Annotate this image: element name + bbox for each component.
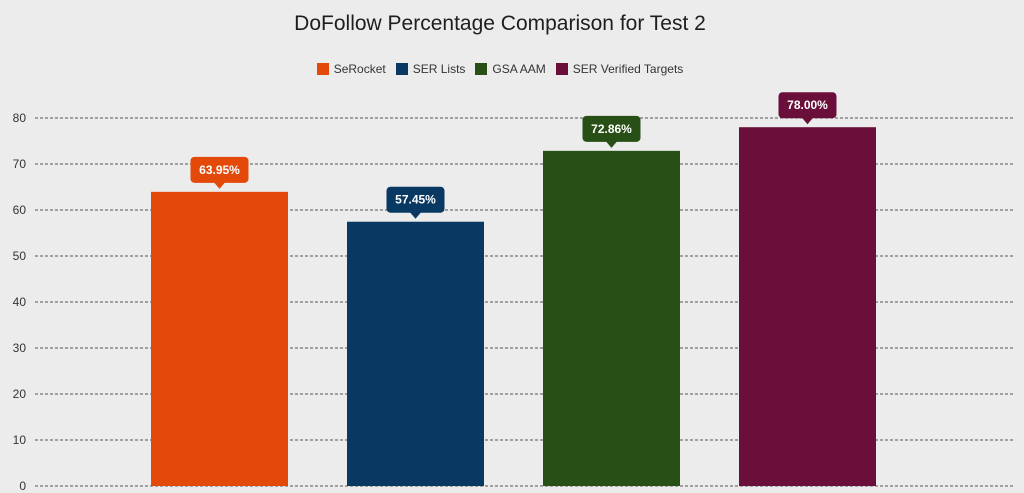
legend-swatch (475, 63, 488, 75)
y-tick-label: 30 (13, 341, 27, 355)
y-tick-label: 70 (13, 157, 27, 171)
y-tick-label: 50 (13, 249, 27, 263)
y-tick-label: 80 (13, 111, 27, 125)
legend-label: SER Verified Targets (572, 62, 684, 76)
data-label-bubble (386, 186, 445, 213)
y-tick-label: 20 (13, 387, 27, 401)
y-tick-label: 60 (13, 203, 27, 217)
data-label-pointer (605, 140, 618, 148)
legend-label: SER Lists (412, 62, 466, 76)
data-label: 72.86% (591, 122, 632, 136)
legend-item-gsa-aam[interactable]: GSA AAM (475, 62, 546, 76)
legend-item-serocket[interactable]: SeRocket (316, 62, 386, 76)
data-label-pointer (409, 211, 422, 219)
data-label-bubble (582, 115, 641, 142)
legend-item-ser-verified-targets[interactable]: SER Verified Targets (555, 62, 684, 76)
bar[interactable] (347, 221, 484, 487)
chart-title: DoFollow Percentage Comparison for Test … (294, 12, 706, 35)
legend-swatch (316, 63, 329, 75)
legend: SeRocket SER Lists GSA AAM SER Verified … (0, 62, 1000, 76)
legend-label: GSA AAM (492, 62, 546, 76)
bar[interactable] (739, 127, 876, 486)
y-tick-label: 40 (13, 295, 27, 309)
data-label-pointer (801, 117, 814, 125)
y-tick-label: 10 (13, 433, 27, 447)
data-label-pointer (213, 181, 226, 189)
legend-swatch (555, 63, 568, 75)
legend-swatch (395, 63, 408, 75)
bar[interactable] (151, 191, 288, 486)
data-label: 57.45% (395, 193, 436, 207)
data-label: 78.00% (787, 98, 828, 112)
bar[interactable] (543, 150, 680, 486)
data-label-bubble (778, 92, 837, 119)
y-tick-label: 0 (19, 479, 26, 493)
data-label: 63.95% (199, 163, 240, 177)
legend-label: SeRocket (333, 62, 386, 76)
data-label-bubble (190, 156, 249, 183)
legend-item-ser-lists[interactable]: SER Lists (395, 62, 466, 76)
